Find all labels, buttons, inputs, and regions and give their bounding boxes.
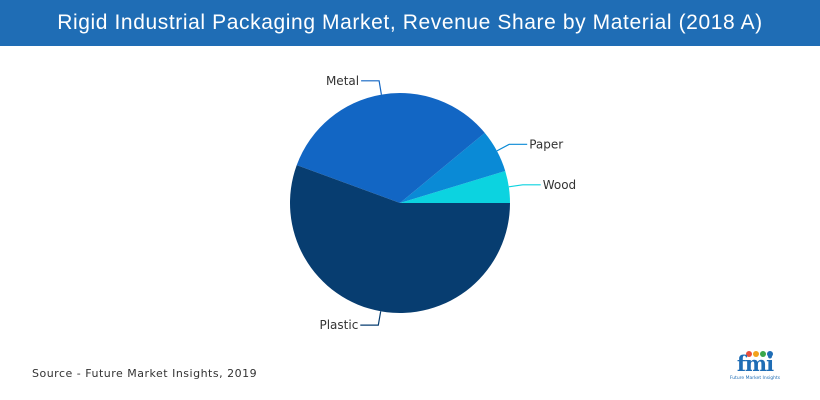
leader-line-wood: [508, 184, 541, 188]
pie-slice-plastic: [290, 165, 510, 314]
slice-label-metal: Metal: [326, 74, 359, 88]
logo-tagline: Future Market Insights: [729, 376, 781, 381]
slice-label-plastic: Plastic: [319, 318, 358, 332]
logo-dot: [746, 351, 752, 357]
fmi-logo: fmi Future Market Insights: [726, 348, 784, 384]
pie-slice-metal: [296, 92, 485, 203]
logo-dot: [767, 351, 773, 357]
leader-line-paper: [496, 143, 528, 152]
logo-text: fmi: [736, 351, 774, 376]
pie-slice-wood: [400, 170, 510, 203]
slice-label-wood: Wood: [543, 178, 576, 192]
slice-labels: Wood Paper Metal Plastic: [319, 74, 576, 332]
chart-title: Rigid Industrial Packaging Market, Reven…: [0, 0, 820, 46]
slice-label-paper: Paper: [529, 137, 563, 151]
label-leader-lines: [360, 80, 541, 326]
pie-slice-paper: [400, 132, 506, 203]
source-note: Source - Future Market Insights, 2019: [32, 367, 258, 380]
logo-dot: [760, 351, 766, 357]
leader-line-plastic: [360, 311, 382, 326]
pie-slices: [290, 92, 510, 314]
leader-line-metal: [361, 80, 382, 95]
logo-dot: [753, 351, 759, 357]
pie-chart: Wood Paper Metal Plastic: [290, 74, 576, 332]
